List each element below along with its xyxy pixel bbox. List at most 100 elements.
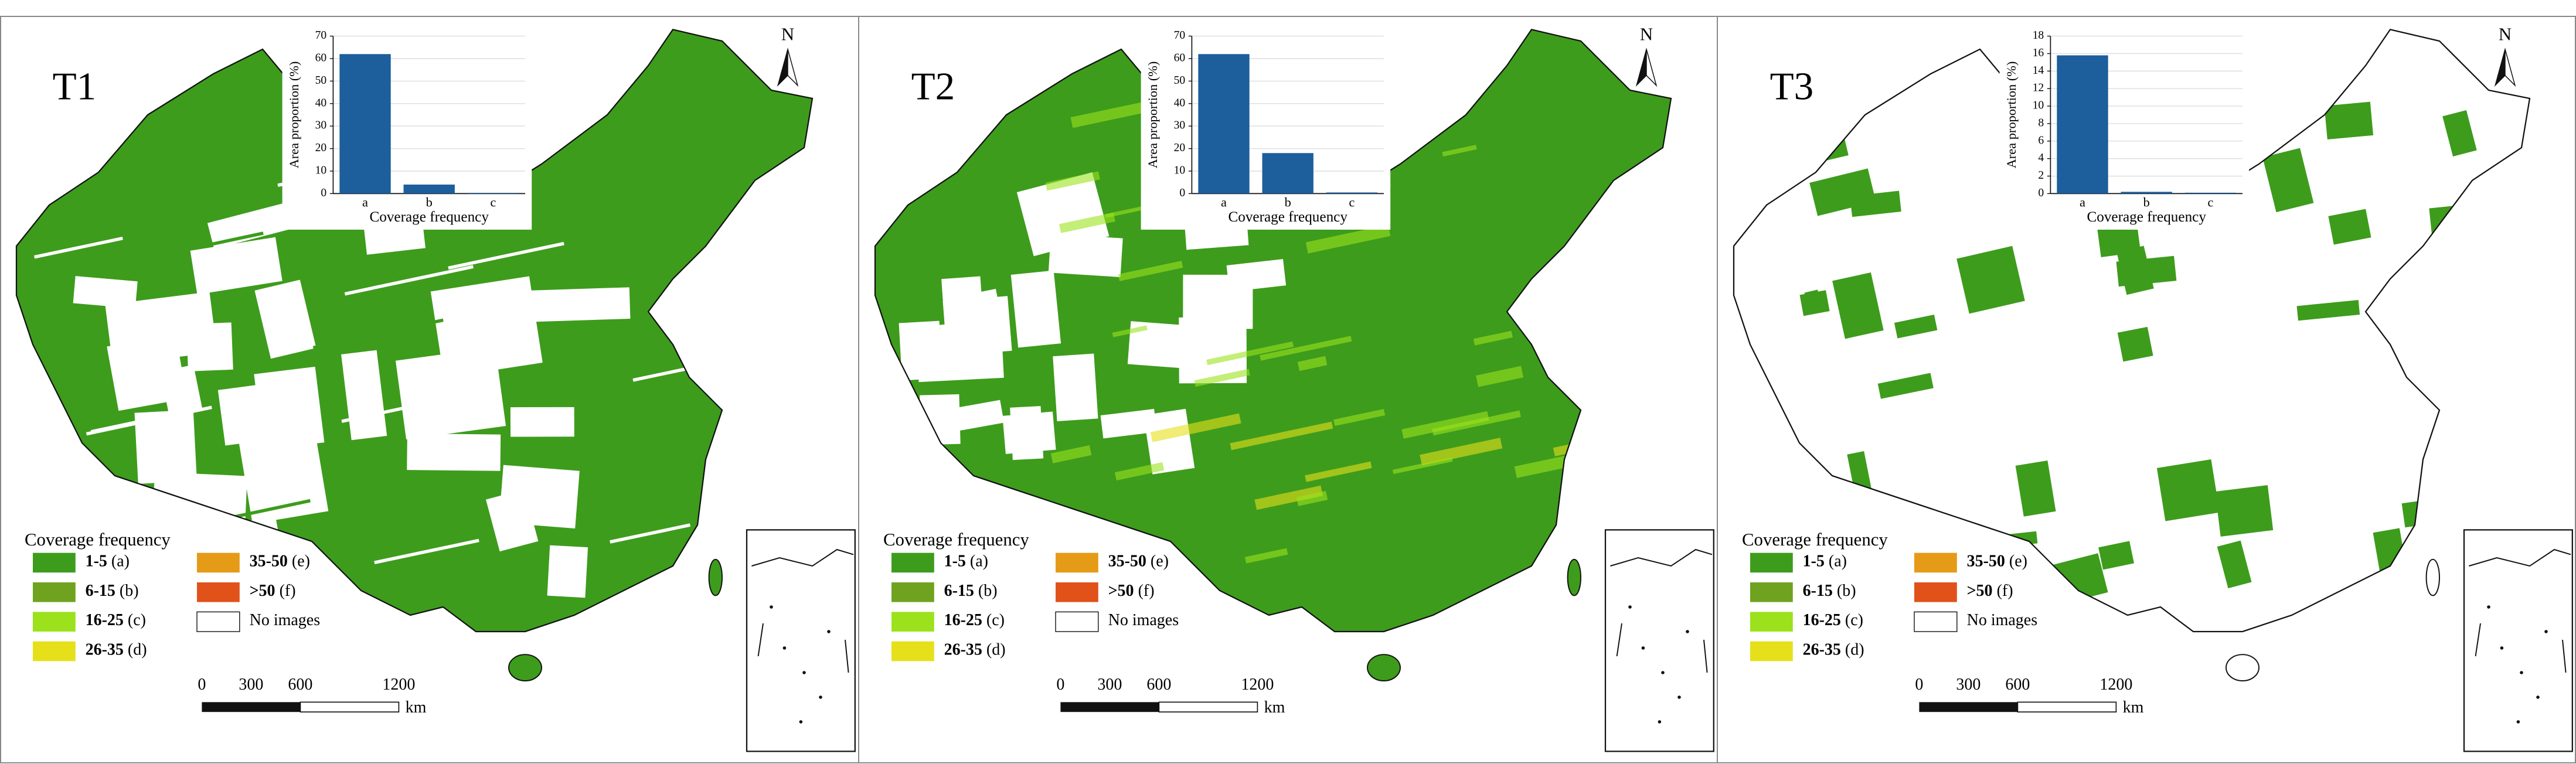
scale-tick-label: 600 — [2005, 676, 2030, 694]
legend-code: (a) — [111, 552, 130, 571]
north-label: N — [781, 25, 794, 45]
dense-strip — [1514, 454, 1575, 478]
coverage-patch — [2015, 460, 2056, 517]
coverage-patch — [2262, 148, 2314, 213]
inset-coast — [751, 548, 854, 567]
x-axis-title: Coverage frequency — [369, 209, 489, 225]
strip — [312, 318, 444, 350]
chart-background — [1999, 19, 2250, 230]
legend-code: (b) — [978, 582, 998, 600]
strip — [503, 302, 570, 319]
no-image-patch — [73, 276, 138, 309]
no-image-patch — [1183, 274, 1253, 329]
legend-range: 26-35 — [944, 641, 982, 659]
legend-range: 35-50 — [1108, 552, 1146, 571]
x-tick-label: b — [426, 195, 433, 209]
x-axis-title: Coverage frequency — [1228, 209, 1347, 225]
strip — [188, 231, 264, 251]
dense-strip — [1305, 224, 1391, 254]
panel-label: T1 — [53, 64, 97, 108]
legend-label: >50 (f) — [1108, 582, 1155, 600]
legend-code: (d) — [1845, 641, 1864, 659]
legend-swatch — [1055, 611, 1099, 632]
inset-dash — [1616, 623, 1622, 657]
strip — [34, 236, 123, 259]
legend-range: 35-50 — [250, 552, 288, 571]
y-tick-label: 20 — [1174, 142, 1186, 154]
legend-title: Coverage frequency — [883, 530, 1029, 550]
no-image-patch — [485, 489, 539, 552]
coverage-patch — [1782, 472, 1813, 527]
legend-label: 6-15 (b) — [944, 582, 998, 600]
scale-bar-dark — [1919, 702, 2018, 712]
legend-label: >50 (f) — [250, 582, 296, 600]
bar — [2057, 55, 2108, 194]
legend-swatch — [33, 612, 76, 632]
coverage-patch — [2116, 255, 2177, 287]
coverage-patch — [2217, 540, 2252, 589]
coverage-patch — [2421, 468, 2465, 521]
no-image-patch — [1185, 224, 1249, 250]
legend-range: 1-5 — [1803, 552, 1825, 571]
scale-bar-dark — [1060, 702, 1159, 712]
y-tick-label: 70 — [1174, 29, 1186, 42]
legend-swatch — [891, 612, 934, 632]
y-tick-label: 0 — [1179, 187, 1185, 199]
no-image-patch — [190, 237, 283, 295]
inset-coast — [1610, 548, 1713, 567]
panel-label: T3 — [1770, 64, 1814, 108]
bar — [1198, 54, 1250, 194]
inset-box — [1604, 529, 1714, 752]
inset-island — [799, 720, 803, 724]
legend-swatch — [1056, 582, 1098, 602]
coverage-patch — [1894, 314, 1938, 339]
legend-label: 16-25 (c) — [86, 612, 146, 630]
inset-dash — [2562, 639, 2567, 673]
legend-range: 1-5 — [944, 552, 966, 571]
inset-box — [746, 529, 856, 752]
x-tick-label: c — [2207, 195, 2213, 209]
scale-unit: km — [1264, 698, 1285, 717]
coverage-patch — [1832, 272, 1884, 339]
y-tick-label: 18 — [2033, 29, 2044, 42]
no-image-patch — [395, 347, 506, 439]
y-axis-title: Area proportion (%) — [287, 62, 301, 169]
y-tick-label: 40 — [315, 97, 327, 109]
legend-label: No images — [1108, 612, 1179, 630]
dense-strip — [1254, 485, 1323, 510]
dense-strip — [1112, 325, 1148, 337]
strip — [610, 523, 691, 544]
legend-swatch — [1750, 552, 1793, 573]
y-tick-label: 50 — [315, 74, 327, 87]
inset-dash — [757, 623, 764, 657]
scale-tick-label: 1200 — [382, 676, 415, 694]
panel-label: T2 — [911, 64, 955, 108]
legend-range: 26-35 — [1803, 641, 1841, 659]
strip — [90, 408, 192, 434]
x-tick-label: a — [1221, 195, 1227, 209]
scale-tick-label: 0 — [1915, 676, 1923, 694]
no-image-patch — [134, 410, 197, 484]
inset-island — [2500, 646, 2504, 650]
legend-range: 6-15 — [1803, 582, 1833, 600]
legend-swatch — [33, 582, 76, 602]
legend-label: No images — [250, 612, 321, 630]
y-tick-label: 40 — [1174, 97, 1186, 109]
dense-strip — [1473, 330, 1513, 346]
dense-strip — [1118, 261, 1183, 281]
y-tick-label: 50 — [1174, 74, 1186, 87]
legend-label: 16-25 (c) — [1803, 612, 1863, 630]
strip — [374, 538, 479, 565]
dense-strip — [1432, 410, 1521, 436]
y-tick-label: 70 — [315, 29, 327, 42]
scale-tick-label: 1200 — [1241, 676, 1274, 694]
no-image-patch — [1016, 172, 1110, 257]
no-image-patch — [920, 394, 961, 445]
dense-strip — [1244, 548, 1288, 564]
bar — [339, 54, 391, 194]
inset-island — [2536, 695, 2540, 699]
strip — [614, 342, 667, 357]
dense-strip — [1420, 438, 1503, 466]
